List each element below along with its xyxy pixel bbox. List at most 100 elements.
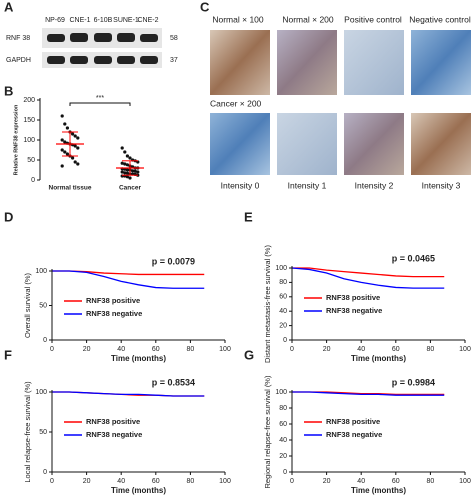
y-axis-label: Local relapse-free survival (%) [23,381,32,483]
point [73,160,77,164]
y-tick-label: 20 [279,322,287,329]
y-tick-label: 100 [35,268,47,275]
x-tick-label: 100 [219,478,231,485]
point [131,169,135,173]
point [63,140,67,144]
legend-label: RNF38 negative [86,309,142,318]
panel-label: A [4,0,14,14]
x-tick-label: 80 [427,478,435,485]
point [73,144,77,148]
image-label: Intensity 3 [422,180,461,190]
image-label: Cancer × 200 [210,98,262,108]
annotation: p = 0.0465 [392,253,435,263]
x-tick-label: 60 [152,478,160,485]
x-axis-label: Time (months) [111,354,166,363]
panel-label: F [4,347,12,362]
y-axis-label: Regional relapse-free survival (%) [263,375,272,488]
y-tick-label: 100 [275,389,287,396]
point [76,146,80,150]
lane-label: 6-10B [94,17,113,24]
point [120,161,124,165]
size-label: 58 [170,35,178,42]
point [128,176,132,180]
panel-label: B [4,83,13,98]
y-axis-label: Distant metastasis-free survival (%) [263,245,272,363]
x-tick-label: 40 [117,346,125,353]
x-tick-label: 60 [392,478,400,485]
row-label: GAPDH [6,57,31,64]
image-label: Intensity 0 [221,180,260,190]
x-tick-label: 20 [323,346,331,353]
y-tick-label: 0 [43,337,47,344]
point [136,170,140,174]
image-label: Intensity 2 [355,180,394,190]
point [65,152,69,156]
micrograph [411,30,471,95]
x-tick-label: 100 [459,346,471,353]
micrograph [210,113,270,175]
x-tick-label: 100 [219,346,231,353]
micrograph [277,30,337,95]
panel-label: D [4,209,13,224]
point [60,164,64,168]
significance-bracket [69,102,131,106]
micrograph [344,113,404,175]
micrograph [344,30,404,95]
legend-label: RNF38 negative [326,306,382,315]
survival-curve [52,391,205,397]
y-tick-label: 200 [23,97,35,104]
x-tick-label: Normal tissue [49,185,92,192]
y-tick-label: 0 [43,469,47,476]
x-tick-label: 40 [117,478,125,485]
legend-label: RNF38 negative [326,430,382,439]
point [63,122,67,126]
y-tick-label: 40 [279,437,287,444]
x-tick-label: 60 [152,346,160,353]
point [71,132,75,136]
y-tick-label: 80 [279,279,287,286]
x-tick-label: 60 [392,346,400,353]
y-tick-label: 0 [31,177,35,184]
micrograph [411,113,471,175]
micrograph [210,30,270,95]
image-label: Intensity 1 [288,180,327,190]
y-tick-label: 150 [23,117,35,124]
lane-label: NP-69 [45,17,65,24]
annotation: p = 0.8534 [152,377,195,387]
y-tick-label: 0 [283,337,287,344]
x-tick-label: 0 [50,346,54,353]
point [71,156,75,160]
lane-label: CNE-1 [69,17,90,24]
survival-curve [292,391,445,396]
x-tick-label: 80 [187,346,195,353]
size-label: 37 [170,57,178,64]
point [125,168,129,172]
image-label: Normal × 100 [212,14,264,24]
y-tick-label: 40 [279,308,287,315]
legend-label: RNF38 positive [86,417,140,426]
point [125,171,129,175]
micrograph [277,113,337,175]
y-tick-label: 50 [39,429,47,436]
x-tick-label: 20 [323,478,331,485]
point [73,134,77,138]
annotation: *** [96,95,104,102]
point [128,156,132,160]
y-tick-label: 60 [279,294,287,301]
point [123,171,127,175]
x-axis-label: Time (months) [351,486,406,495]
x-tick-label: 80 [427,346,435,353]
point [65,126,69,130]
point [133,169,137,173]
y-tick-label: 100 [275,265,287,272]
image-label: Negative control [409,14,471,24]
x-axis-label: Time (months) [111,486,166,495]
x-tick-label: 0 [290,478,294,485]
survival-curve [291,267,445,289]
x-tick-label: 20 [83,346,91,353]
point [125,175,129,179]
x-tick-label: Cancer [119,185,142,192]
y-tick-label: 100 [23,137,35,144]
lane-label: SUNE-1 [113,17,139,24]
